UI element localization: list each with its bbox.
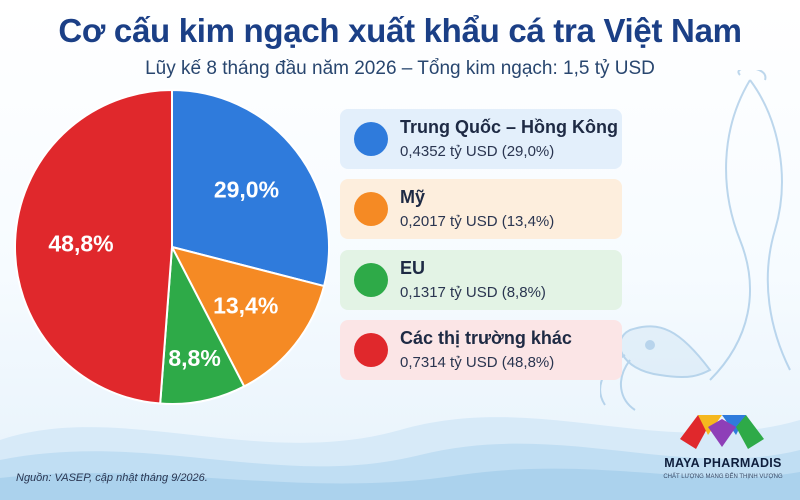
brand-tagline: CHẤT LƯỢNG MANG ĐẾN THỊNH VƯỢNG	[663, 474, 783, 480]
pie-slice-label-1: 13,4%	[213, 293, 278, 319]
fish-illustration	[600, 70, 791, 411]
legend-item-0: Trung Quốc – Hồng Kông 0,4352 tỷ USD (29,…	[340, 109, 622, 169]
legend-item-2: EU 0,1317 tỷ USD (8,8%)	[340, 250, 622, 310]
legend-label: Trung Quốc – Hồng Kông	[400, 117, 618, 137]
legend-value: 0,4352 tỷ USD (29,0%)	[400, 143, 555, 160]
pie-slice-2	[159, 243, 246, 405]
legend-swatch	[354, 122, 388, 156]
source-note: Nguồn: VASEP, cập nhật tháng 9/2026.	[16, 472, 208, 484]
pie-slice-0	[171, 88, 330, 288]
legend-swatch	[354, 263, 388, 297]
maya-pharmadis-logo	[680, 415, 764, 449]
pie-slice-1	[170, 245, 326, 388]
brand-name: MAYA PHARMADIS	[664, 456, 782, 470]
pie-slice-label-3: 48,8%	[48, 231, 113, 257]
logo-shape-0	[680, 415, 708, 449]
pie-slice-label-0: 29,0%	[214, 176, 279, 202]
legend-label: EU	[400, 258, 426, 278]
legend-value: 0,1317 tỷ USD (8,8%)	[400, 284, 546, 301]
legend-label: Mỹ	[400, 187, 426, 207]
pie-slice-label-2: 8,8%	[168, 345, 220, 371]
logo-shape-2	[722, 415, 746, 435]
logo-shape-4	[708, 419, 736, 447]
pie-slice-3	[14, 88, 173, 405]
chart-subtitle: Lũy kế 8 tháng đầu năm 2026 – Tổng kim n…	[145, 58, 655, 79]
legend-item-1: Mỹ 0,2017 tỷ USD (13,4%)	[340, 179, 622, 239]
legend-swatch	[354, 333, 388, 367]
legend-value: 0,2017 tỷ USD (13,4%)	[400, 213, 555, 230]
chart-title: Cơ cấu kim ngạch xuất khẩu cá tra Việt N…	[58, 12, 742, 49]
legend-item-3: Các thị trường khác 0,7314 tỷ USD (48,8%)	[340, 320, 622, 380]
legend-value: 0,7314 tỷ USD (48,8%)	[400, 354, 555, 371]
logo-shape-3	[736, 415, 764, 449]
logo-shape-1	[698, 415, 722, 435]
legend-swatch	[354, 192, 388, 226]
water-waves-decoration	[0, 417, 800, 500]
legend-label: Các thị trường khác	[400, 328, 572, 348]
